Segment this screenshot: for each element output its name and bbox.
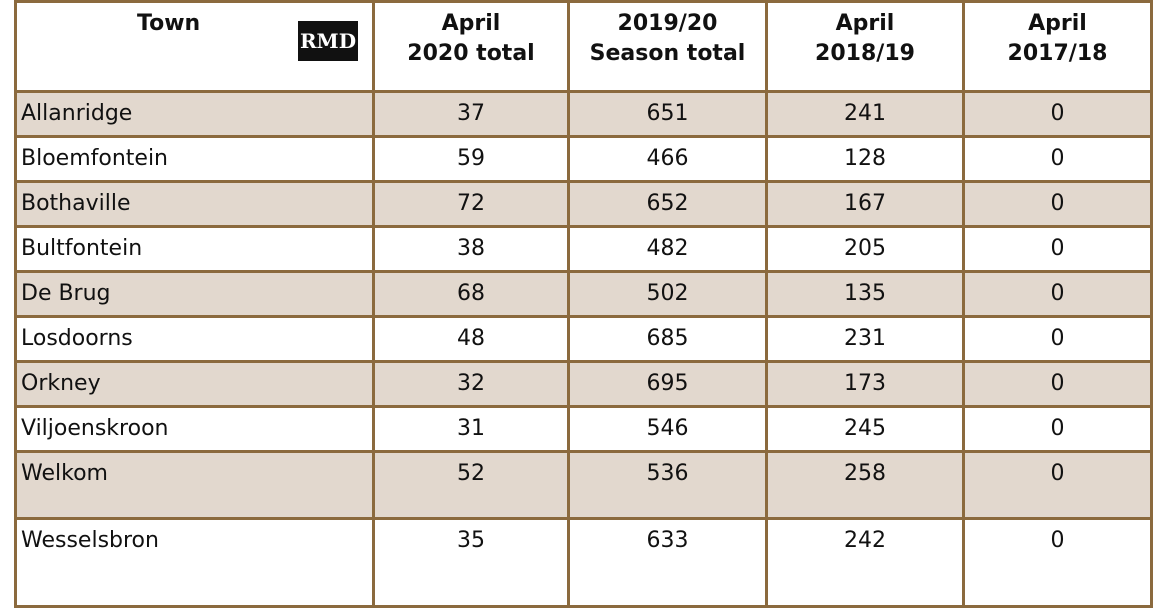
logo: RMD — [298, 21, 358, 61]
table-body: Allanridge 37 651 241 0 Bloemfontein 59 466 128 0… — [14, 90, 1153, 608]
value-cell: 135 — [765, 270, 965, 318]
value-cell: 0 — [962, 90, 1153, 138]
value-cell: 0 — [962, 405, 1153, 453]
value-cell: 0 — [962, 360, 1153, 408]
value-cell: 38 — [372, 225, 570, 273]
town-cell: Bothaville — [14, 180, 375, 228]
town-cell: Orkney — [14, 360, 375, 408]
table-row: Wesselsbron 35 633 242 0 — [14, 517, 1153, 608]
value-cell: 205 — [765, 225, 965, 273]
table-row: De Brug 68 502 135 0 — [14, 270, 1153, 318]
table-wrap: Town RMD April 2020 total 2019/20 Season to… — [14, 0, 1153, 608]
value-cell: 242 — [765, 517, 965, 608]
header-row: Town RMD April 2020 total 2019/20 Season to… — [14, 0, 1153, 93]
value-cell: 72 — [372, 180, 570, 228]
header-cell: Town RMD — [14, 0, 375, 93]
value-cell: 128 — [765, 135, 965, 183]
value-cell: 245 — [765, 405, 965, 453]
value-cell: 0 — [962, 135, 1153, 183]
value-cell: 546 — [567, 405, 768, 453]
value-cell: 536 — [567, 450, 768, 520]
value-cell: 59 — [372, 135, 570, 183]
header-text: 2019/20 Season total — [589, 11, 746, 66]
value-cell: 0 — [962, 517, 1153, 608]
table: Town RMD April 2020 total 2019/20 Season to… — [14, 0, 1153, 608]
value-cell: 685 — [567, 315, 768, 363]
town-cell: Viljoenskroon — [14, 405, 375, 453]
value-cell: 0 — [962, 180, 1153, 228]
town-cell: Wesselsbron — [14, 517, 375, 608]
value-cell: 652 — [567, 180, 768, 228]
value-cell: 52 — [372, 450, 570, 520]
value-cell: 0 — [962, 315, 1153, 363]
header-text: April 2017/18 — [1007, 11, 1108, 66]
table-row: Bultfontein 38 482 205 0 — [14, 225, 1153, 273]
value-cell: 482 — [567, 225, 768, 273]
value-cell: 35 — [372, 517, 570, 608]
town-cell: De Brug — [14, 270, 375, 318]
table-row: Orkney 32 695 173 0 — [14, 360, 1153, 408]
header-text: Town — [137, 11, 201, 36]
value-cell: 32 — [372, 360, 570, 408]
value-cell: 0 — [962, 270, 1153, 318]
value-cell: 502 — [567, 270, 768, 318]
value-cell: 0 — [962, 450, 1153, 520]
value-cell: 0 — [962, 225, 1153, 273]
value-cell: 695 — [567, 360, 768, 408]
header-text: April 2020 total — [407, 11, 535, 66]
table-row: Welkom 52 536 258 0 — [14, 450, 1153, 520]
town-cell: Bultfontein — [14, 225, 375, 273]
header-cell: April 2018/19 — [765, 0, 965, 93]
value-cell: 466 — [567, 135, 768, 183]
table-row: Bothaville 72 652 167 0 — [14, 180, 1153, 228]
value-cell: 167 — [765, 180, 965, 228]
value-cell: 48 — [372, 315, 570, 363]
value-cell: 241 — [765, 90, 965, 138]
table-row: Losdoorns 48 685 231 0 — [14, 315, 1153, 363]
header-text: April 2018/19 — [815, 11, 915, 66]
table-row: Bloemfontein 59 466 128 0 — [14, 135, 1153, 183]
value-cell: 633 — [567, 517, 768, 608]
value-cell: 173 — [765, 360, 965, 408]
value-cell: 231 — [765, 315, 965, 363]
table-row: Allanridge 37 651 241 0 — [14, 90, 1153, 138]
header-cell: April 2017/18 — [962, 0, 1153, 93]
value-cell: 651 — [567, 90, 768, 138]
town-cell: Welkom — [14, 450, 375, 520]
town-cell: Bloemfontein — [14, 135, 375, 183]
table-row: Viljoenskroon 31 546 245 0 — [14, 405, 1153, 453]
header-cell: 2019/20 Season total — [567, 0, 768, 93]
value-cell: 68 — [372, 270, 570, 318]
header-cell: April 2020 total — [372, 0, 570, 93]
town-cell: Losdoorns — [14, 315, 375, 363]
value-cell: 37 — [372, 90, 570, 138]
value-cell: 258 — [765, 450, 965, 520]
value-cell: 31 — [372, 405, 570, 453]
town-cell: Allanridge — [14, 90, 375, 138]
